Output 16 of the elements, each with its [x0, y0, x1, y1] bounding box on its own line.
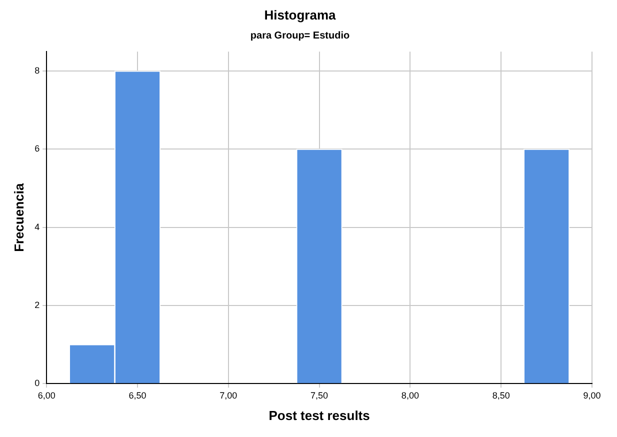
y-tick-label: 4	[34, 222, 40, 232]
x-tick-label: 6,50	[128, 390, 146, 400]
x-tick-label: 7,50	[310, 390, 328, 400]
chart-title: Histograma	[264, 7, 337, 22]
y-tick-label: 2	[34, 300, 40, 310]
x-tick-label: 8,50	[492, 390, 510, 400]
x-axis-title: Post test results	[268, 408, 370, 423]
y-tick-label: 6	[34, 144, 40, 154]
x-tick-label: 6,00	[38, 390, 56, 400]
x-tick-label: 7,00	[220, 390, 238, 400]
y-tick-label: 0	[34, 378, 40, 388]
x-tick-label: 8,00	[401, 390, 419, 400]
y-axis-title: Frecuencia	[11, 182, 26, 252]
y-tick-label: 8	[34, 66, 40, 76]
chart-subtitle: para Group= Estudio	[250, 30, 350, 42]
x-tick-label: 9,00	[583, 390, 601, 400]
